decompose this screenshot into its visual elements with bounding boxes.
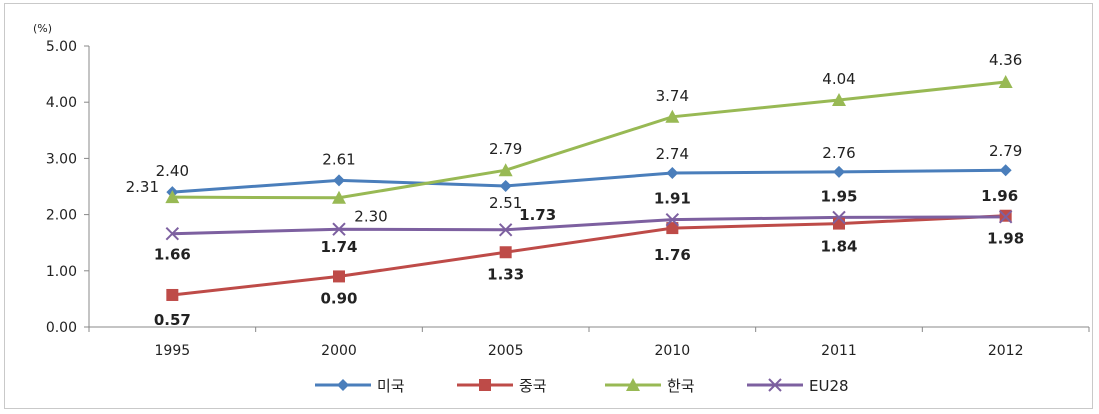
y-tick-label: 3.00: [46, 151, 77, 167]
data-label: 1.98: [987, 230, 1024, 248]
legend-label: 미국: [377, 377, 405, 395]
legend-item-EU28: EU28: [747, 377, 849, 395]
data-point-marker: [333, 270, 345, 283]
data-label: 0.90: [320, 289, 357, 307]
data-point-marker: [832, 210, 846, 225]
series-lines: [172, 80, 1006, 297]
series-line-EU28: [172, 215, 1006, 236]
data-point-marker: [332, 190, 346, 204]
data-point-marker: [165, 227, 180, 241]
data-label: 1.95: [820, 187, 857, 205]
data-label: 2.76: [822, 144, 855, 162]
data-label: 4.36: [989, 51, 1022, 69]
y-tick-label: 0.00: [46, 320, 77, 336]
data-label: 2.51: [489, 194, 522, 212]
data-label: 1.74: [320, 238, 357, 256]
data-point-marker: [166, 288, 179, 301]
legend-item-미국: 미국: [315, 377, 405, 395]
data-point-marker: [998, 210, 1013, 224]
legend-label: 중국: [519, 377, 547, 395]
data-label: 1.91: [654, 190, 691, 208]
data-label: 0.57: [154, 311, 191, 329]
data-label: 2.30: [354, 208, 387, 226]
data-point-marker: [665, 212, 680, 227]
data-label: 2.74: [656, 145, 689, 163]
data-point-marker: [666, 167, 679, 180]
legend-marker: [626, 378, 640, 391]
data-point-marker: [498, 163, 513, 177]
data-point-marker: [499, 179, 512, 192]
legend-marker: [337, 379, 349, 391]
x-tick-label: 2000: [321, 343, 357, 359]
y-tick-label: 2.00: [46, 208, 77, 224]
legend-label: EU28: [809, 377, 849, 395]
y-tick-label: 1.00: [46, 264, 77, 280]
data-point-marker: [333, 174, 345, 187]
series-line-미국: [172, 168, 1006, 194]
legend: 미국 중국 한국 EU28: [315, 377, 849, 395]
data-label: 2.79: [489, 140, 522, 158]
legend-marker: [768, 378, 782, 392]
legend-item-중국: 중국: [457, 377, 547, 395]
x-tick-label: 2005: [488, 343, 524, 359]
data-point-marker: [332, 222, 346, 236]
data-point-marker: [499, 246, 512, 259]
legend-marker: [479, 379, 491, 391]
y-tick-label: 5.00: [46, 39, 77, 55]
data-point-marker: [498, 223, 513, 237]
series-line-한국: [172, 80, 1006, 200]
y-unit-label: (%): [33, 22, 52, 35]
line-chart: (%) 0.00 1.00 2.00 3.00 4.00 5.00 1995 2000 200…: [33, 22, 1090, 395]
data-point-marker: [999, 164, 1012, 177]
x-tick-label: 2010: [655, 343, 691, 359]
data-point-marker: [832, 92, 846, 106]
data-labels: 2.40 2.61 2.51 2.74 2.76 2.79 0.57 0.90 1.33 1.76…: [126, 51, 1025, 329]
data-label: 1.66: [154, 246, 191, 264]
chart-area: (%) 0.00 1.00 2.00 3.00 4.00 5.00 1995 2000 200…: [4, 3, 1093, 409]
x-axis-ticks: 1995 2000 2005 2010 2011 2012: [88, 327, 1090, 359]
data-label: 3.74: [656, 87, 689, 105]
y-tick-label: 4.00: [46, 95, 77, 111]
series-markers: [165, 74, 1013, 301]
data-label: 1.96: [981, 187, 1018, 205]
data-label: 2.40: [156, 162, 189, 180]
y-axis-ticks: 0.00 1.00 2.00 3.00 4.00 5.00: [46, 39, 89, 336]
data-label: 2.31: [126, 178, 159, 196]
x-tick-label: 1995: [155, 343, 191, 359]
legend-item-한국: 한국: [605, 377, 695, 395]
data-point-marker: [833, 165, 845, 178]
data-point-marker: [666, 222, 679, 235]
data-label: 1.84: [820, 238, 857, 256]
data-point-marker: [165, 190, 180, 204]
x-tick-label: 2011: [821, 343, 857, 359]
data-label: 1.76: [654, 246, 691, 264]
data-point-marker: [665, 109, 680, 123]
series-line-중국: [172, 214, 1006, 297]
data-label: 1.33: [487, 265, 524, 283]
data-label: 1.73: [519, 206, 556, 224]
x-tick-label: 2012: [988, 343, 1024, 359]
data-label: 4.04: [822, 70, 855, 88]
data-point-marker: [998, 74, 1013, 88]
data-label: 2.79: [989, 142, 1022, 160]
data-label: 2.61: [322, 150, 355, 168]
legend-label: 한국: [667, 377, 695, 395]
data-point-marker: [833, 217, 845, 230]
